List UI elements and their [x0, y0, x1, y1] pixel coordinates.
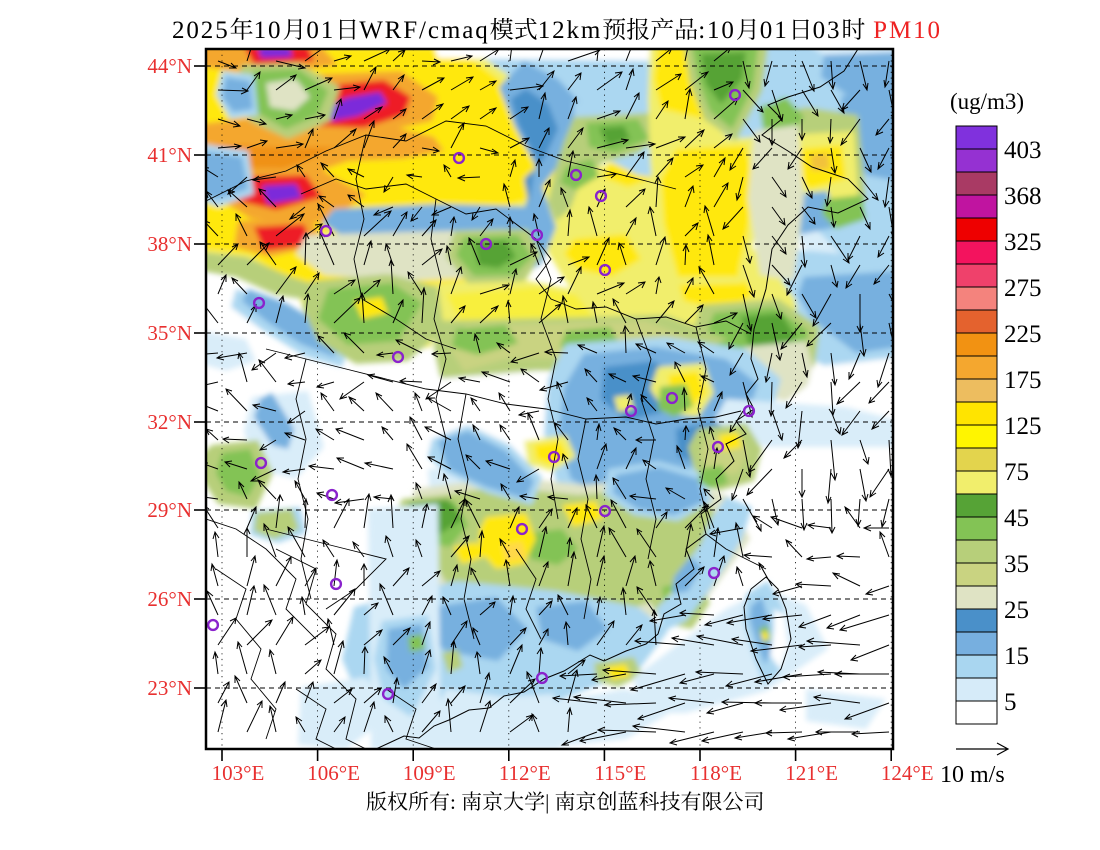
svg-text:01: 01	[760, 17, 789, 44]
svg-text:15: 15	[1004, 643, 1029, 670]
svg-text:03: 03	[813, 17, 842, 44]
svg-text:PM10: PM10	[865, 17, 942, 44]
svg-text:275: 275	[1004, 275, 1042, 302]
svg-text:45: 45	[1004, 505, 1029, 532]
svg-text:10 m/s: 10 m/s	[940, 762, 1005, 788]
svg-text:10: 10	[254, 17, 283, 44]
svg-text:106°E: 106°E	[307, 761, 360, 785]
svg-text:29°N: 29°N	[147, 498, 192, 522]
svg-text:368: 368	[1004, 183, 1042, 210]
svg-text:(ug/m3): (ug/m3)	[950, 89, 1024, 114]
svg-text:26°N: 26°N	[147, 587, 192, 611]
svg-text::10: :10	[698, 17, 736, 44]
svg-text:325: 325	[1004, 229, 1042, 256]
svg-text:5: 5	[1004, 689, 1017, 716]
svg-text:32°N: 32°N	[147, 410, 192, 434]
svg-text:118°E: 118°E	[690, 761, 742, 785]
svg-text:2025: 2025	[172, 17, 230, 44]
svg-text:41°N: 41°N	[147, 143, 192, 167]
svg-text:38°N: 38°N	[147, 232, 192, 256]
svg-text:35: 35	[1004, 551, 1029, 578]
svg-text:175: 175	[1004, 367, 1042, 394]
svg-text:23°N: 23°N	[147, 676, 192, 700]
svg-text:103°E: 103°E	[212, 761, 265, 785]
svg-text:WRF/cmaq: WRF/cmaq	[359, 17, 489, 44]
svg-text:225: 225	[1004, 321, 1042, 348]
svg-text:75: 75	[1004, 459, 1029, 486]
svg-text:115°E: 115°E	[594, 761, 646, 785]
svg-text:121°E: 121°E	[785, 761, 838, 785]
svg-text:109°E: 109°E	[403, 761, 456, 785]
svg-text:01: 01	[306, 17, 335, 44]
svg-text:35°N: 35°N	[147, 321, 192, 345]
svg-text::: :	[450, 790, 461, 814]
svg-text:44°N: 44°N	[147, 54, 192, 78]
svg-text:25: 25	[1004, 597, 1029, 624]
svg-text:112°E: 112°E	[499, 761, 551, 785]
svg-text:124°E: 124°E	[881, 761, 934, 785]
svg-text:12km: 12km	[538, 17, 603, 44]
svg-text:403: 403	[1004, 137, 1042, 164]
svg-text:|: |	[545, 790, 554, 814]
svg-text:125: 125	[1004, 413, 1042, 440]
